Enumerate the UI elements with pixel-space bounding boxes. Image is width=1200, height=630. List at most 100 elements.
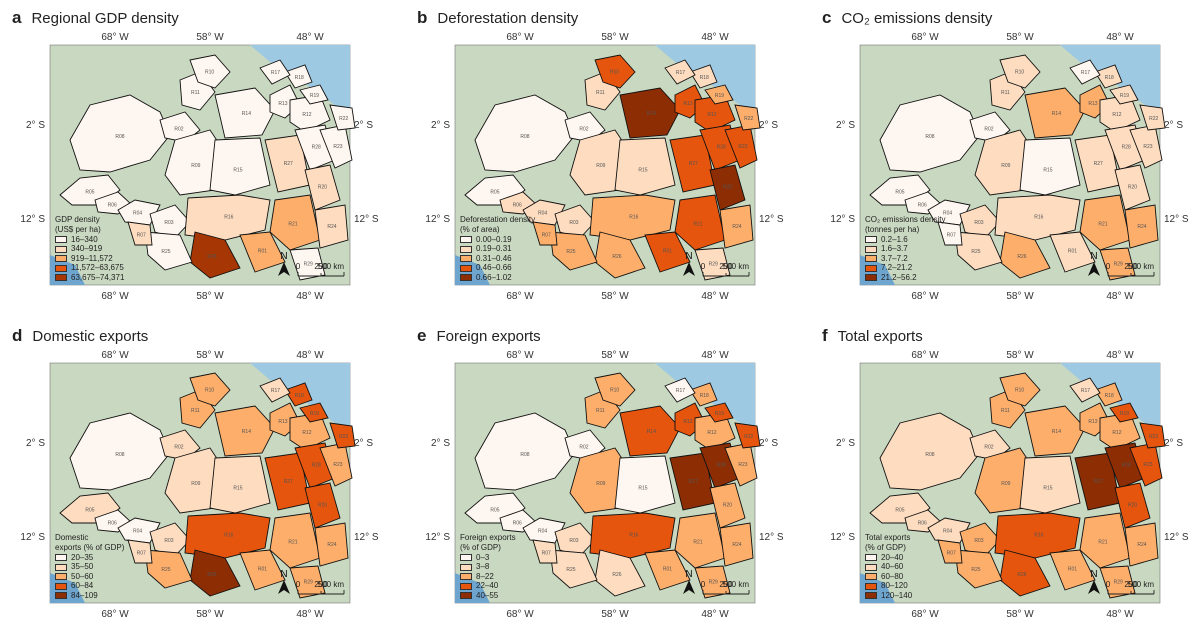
region-label: R09 [596,163,605,169]
legend-item: 0.19–0.31 [460,244,535,255]
region-label: R15 [233,168,242,174]
legend: CO₂ emissions density (tonnes per ha) 0.2–… [865,215,945,283]
region-label: R05 [85,507,94,513]
legend-swatch [55,563,67,571]
panel-letter: d [12,326,23,345]
legend-label: 0.19–0.31 [476,244,512,254]
legend-label: 8–22 [476,571,494,581]
region-R15 [1019,137,1081,196]
region-label: R07 [947,550,956,556]
region-label: R10 [610,69,619,75]
panel-letter: a [12,8,22,27]
legend: GDP density (US$ per ha) 16–340 340–919 919–… [55,215,124,283]
lon-label-bottom: 48° W [296,609,324,620]
legend-swatch [865,563,877,571]
region-label: R13 [683,101,692,107]
legend-item: 20–40 [865,553,912,563]
region-R15 [1019,455,1081,514]
lon-label-bottom: 58° W [601,609,629,620]
lon-label-bottom: 68° W [506,609,534,620]
region-R18 [1094,64,1123,89]
region-label: R23 [333,462,342,468]
legend-item: 60–80 [865,572,912,582]
region-R25 [144,549,193,589]
region-R16 [184,512,271,559]
region-R14 [214,87,276,139]
legend-item: 7.2–21.2 [865,263,945,274]
legend-title: exports (% of GDP) [55,543,125,552]
region-R26 [189,549,241,597]
region-R21 [674,194,726,251]
region-label: R28 [312,144,321,150]
region-R20 [1114,482,1151,529]
map-panel-a: a Regional GDP density R05 R06 R08 R04 R03 R02 R… [0,0,380,305]
region-label: R03 [164,538,173,544]
lon-label-bottom: 58° W [1006,291,1034,302]
scale-bar [702,272,750,277]
region-R22 [734,422,761,449]
region-label: R10 [610,387,619,393]
region-R15 [209,455,271,514]
region-label: R03 [569,220,578,226]
region-label: R20 [723,184,732,190]
region-label: R19 [1120,93,1129,99]
region-label: R16 [224,214,233,220]
region-R03 [959,204,1001,239]
legend-swatch [460,563,472,571]
region-label: R11 [191,90,200,96]
legend-item: 21.2–56.2 [865,273,945,283]
region-R01 [644,549,691,591]
legend-swatch [55,554,67,562]
region-R01 [1049,231,1096,273]
region-label: R26 [612,572,621,578]
region-R16 [184,194,271,241]
legend: Domestic exports (% of GDP) 20–35 35–50 50–6… [55,533,124,601]
region-label: R25 [566,567,575,573]
region-label: R07 [542,232,551,238]
region-label: R08 [520,134,529,140]
region-label: R28 [1122,462,1131,468]
lat-label-right: 2° S [1164,438,1183,449]
region-label: R05 [895,507,904,513]
legend-item: 3.7–7.2 [865,254,945,264]
region-R01 [1049,549,1096,591]
region-label: R25 [971,249,980,255]
region-label: R19 [310,411,319,417]
region-label: R01 [663,566,672,572]
region-label: R12 [1112,112,1121,118]
scale-tick-label: 250 [719,580,733,589]
region-label: R12 [302,430,311,436]
legend-item: 80–120 [865,581,912,592]
legend-label: 35–50 [71,562,94,572]
region-label: R20 [723,502,732,508]
region-label: R18 [295,75,304,81]
lon-label-top: 58° W [1006,350,1034,361]
region-label: R14 [647,429,656,435]
panel-title: Regional GDP density [31,10,179,27]
region-R19 [704,402,734,423]
region-label: R16 [224,532,233,538]
legend-label: 0.2–1.6 [881,234,908,244]
legend-swatch [55,592,67,600]
region-R22 [329,104,356,131]
lat-label-right: 2° S [354,438,373,449]
legend-label: 40–55 [476,590,499,600]
region-R26 [189,231,241,279]
region-label: R26 [1017,254,1026,260]
scale-tick-label: 0 [1106,580,1111,589]
region-label: R02 [984,444,993,450]
north-label: N [1090,569,1097,580]
region-label: R06 [918,521,927,527]
region-label: R18 [295,393,304,399]
region-R03 [554,522,596,557]
lon-label-bottom: 58° W [196,609,224,620]
legend-label: 21.2–56.2 [881,272,917,282]
region-R24 [1124,522,1159,567]
region-label: R14 [1052,111,1061,117]
lat-label-left: 2° S [26,120,45,131]
legend-swatch [55,573,67,581]
region-R19 [299,402,329,423]
lon-label-top: 48° W [701,32,729,43]
legend-label: 20–35 [71,552,94,562]
region-R25 [954,549,1003,589]
